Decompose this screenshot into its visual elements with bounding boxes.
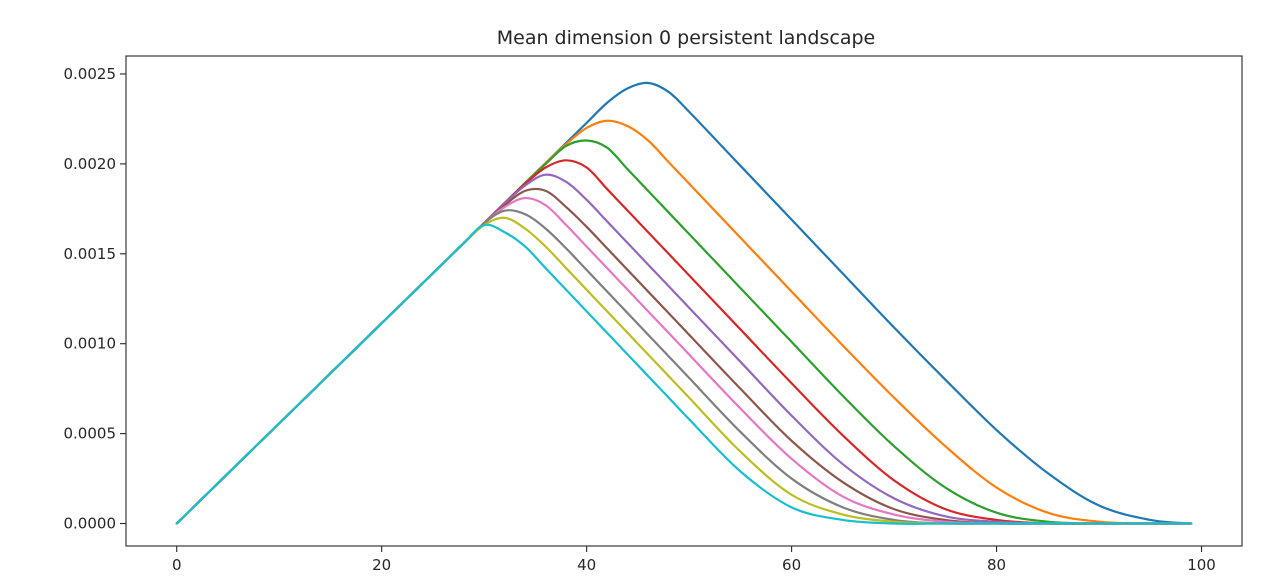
y-tick-label: 0.0020 bbox=[64, 155, 117, 173]
series-line-7 bbox=[175, 196, 1193, 525]
x-tick-label: 40 bbox=[577, 556, 596, 574]
series-line-9 bbox=[175, 216, 1193, 525]
y-tick-label: 0.0005 bbox=[64, 425, 117, 443]
x-tick-label: 0 bbox=[172, 556, 182, 574]
x-tick-label: 20 bbox=[372, 556, 391, 574]
y-tick-label: 0.0000 bbox=[64, 515, 117, 533]
series-line-2 bbox=[175, 119, 1193, 525]
y-tick-label: 0.0010 bbox=[64, 335, 117, 353]
series-line-10 bbox=[175, 223, 1193, 525]
series-line-6 bbox=[175, 187, 1193, 525]
axes-layer: 0 20 40 60 80 100 0.0000 0.0005 0.0010 0.0015 0.00… bbox=[64, 55, 1243, 574]
y-tick-label: 0.0015 bbox=[64, 245, 117, 263]
series-line-8 bbox=[175, 209, 1193, 525]
plot-frame bbox=[125, 55, 1243, 547]
y-tick-label: 0.0025 bbox=[64, 65, 117, 83]
series-line-4 bbox=[175, 159, 1193, 525]
x-tick-label: 100 bbox=[1187, 556, 1216, 574]
chart-title: Mean dimension 0 persistent landscape bbox=[497, 27, 875, 49]
x-tick-label: 80 bbox=[987, 556, 1006, 574]
series-layer bbox=[175, 81, 1193, 525]
x-tick-label: 60 bbox=[782, 556, 801, 574]
